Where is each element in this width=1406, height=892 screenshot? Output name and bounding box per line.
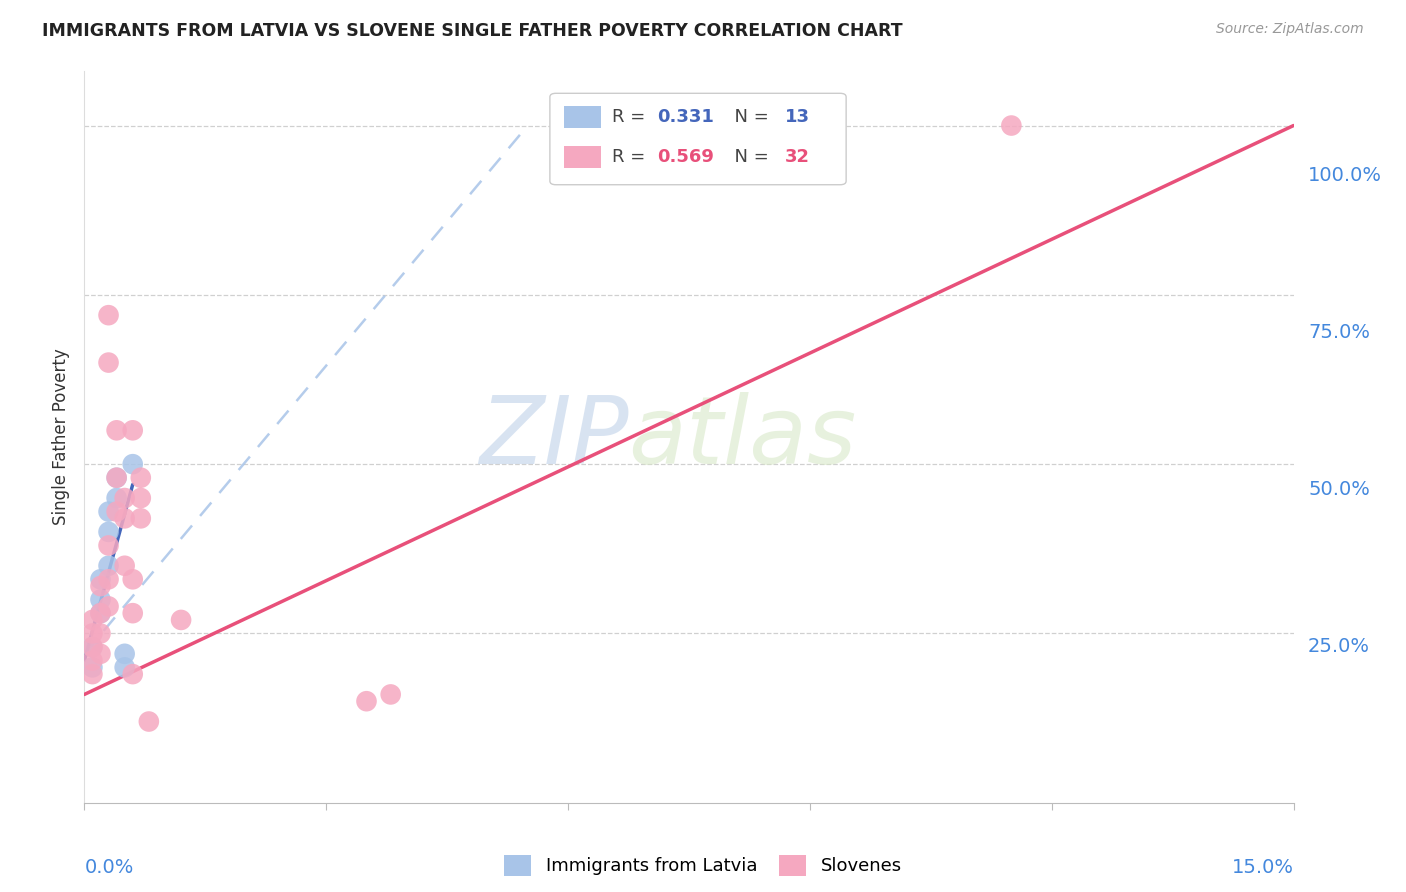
Text: 13: 13: [785, 109, 810, 127]
Point: [129, 491, 152, 505]
Point: [97, 505, 120, 519]
Point: [105, 471, 128, 485]
Point: [380, 688, 402, 702]
Point: [121, 457, 143, 471]
Point: [82, 667, 104, 681]
Text: 0.331: 0.331: [658, 109, 714, 127]
Point: [97, 599, 120, 614]
Text: ZIP: ZIP: [479, 392, 628, 483]
Point: [114, 558, 136, 573]
Point: [121, 606, 143, 620]
Point: [82, 613, 104, 627]
Point: [97, 538, 120, 552]
Point: [356, 694, 378, 708]
Point: [89, 626, 111, 640]
Text: Source: ZipAtlas.com: Source: ZipAtlas.com: [1216, 22, 1364, 37]
Point: [97, 308, 120, 322]
Point: [97, 524, 120, 539]
Point: [114, 660, 136, 674]
Point: [105, 471, 128, 485]
Point: [89, 579, 111, 593]
Text: 50.0%: 50.0%: [1308, 480, 1369, 499]
Point: [82, 626, 104, 640]
Point: [97, 572, 120, 586]
Text: 75.0%: 75.0%: [1308, 323, 1369, 342]
Point: [121, 572, 143, 586]
Text: R =: R =: [612, 148, 651, 166]
Point: [105, 423, 128, 437]
Point: [89, 647, 111, 661]
Point: [114, 511, 136, 525]
Text: N =: N =: [723, 148, 775, 166]
Point: [97, 355, 120, 369]
Point: [82, 640, 104, 654]
Text: IMMIGRANTS FROM LATVIA VS SLOVENE SINGLE FATHER POVERTY CORRELATION CHART: IMMIGRANTS FROM LATVIA VS SLOVENE SINGLE…: [42, 22, 903, 40]
Legend: Immigrants from Latvia, Slovenes: Immigrants from Latvia, Slovenes: [498, 847, 908, 883]
Text: 25.0%: 25.0%: [1308, 637, 1369, 656]
FancyBboxPatch shape: [550, 94, 846, 185]
FancyBboxPatch shape: [564, 146, 600, 168]
Point: [114, 491, 136, 505]
Point: [138, 714, 160, 729]
Point: [89, 606, 111, 620]
Point: [89, 606, 111, 620]
Point: [114, 647, 136, 661]
Point: [97, 558, 120, 573]
FancyBboxPatch shape: [564, 106, 600, 128]
Text: 100.0%: 100.0%: [1308, 166, 1382, 186]
Point: [1000, 119, 1022, 133]
Point: [82, 654, 104, 668]
Point: [89, 592, 111, 607]
Point: [82, 660, 104, 674]
Point: [121, 423, 143, 437]
Point: [105, 491, 128, 505]
Point: [129, 511, 152, 525]
Text: atlas: atlas: [628, 392, 856, 483]
Point: [121, 667, 143, 681]
Text: R =: R =: [612, 109, 651, 127]
Text: 0.569: 0.569: [658, 148, 714, 166]
Point: [82, 640, 104, 654]
Point: [105, 505, 128, 519]
Point: [89, 572, 111, 586]
Text: 0.0%: 0.0%: [84, 858, 134, 877]
Y-axis label: Single Father Poverty: Single Father Poverty: [52, 349, 70, 525]
Text: 15.0%: 15.0%: [1232, 858, 1294, 877]
Text: N =: N =: [723, 109, 775, 127]
Point: [170, 613, 193, 627]
Point: [129, 471, 152, 485]
Text: 32: 32: [785, 148, 810, 166]
